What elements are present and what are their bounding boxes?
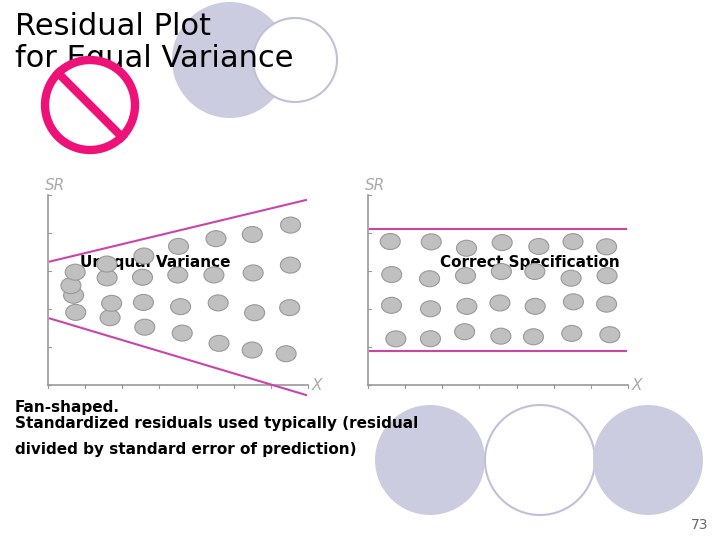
Ellipse shape	[168, 267, 188, 283]
Ellipse shape	[491, 328, 511, 344]
Ellipse shape	[562, 326, 582, 341]
Ellipse shape	[528, 239, 549, 254]
Ellipse shape	[382, 298, 402, 313]
Circle shape	[45, 60, 135, 150]
Ellipse shape	[208, 295, 228, 311]
Ellipse shape	[133, 294, 153, 310]
Ellipse shape	[597, 239, 616, 255]
Text: divided by standard error of prediction): divided by standard error of prediction)	[15, 442, 356, 457]
Text: X: X	[632, 377, 642, 393]
Circle shape	[485, 405, 595, 515]
Ellipse shape	[382, 267, 402, 282]
Ellipse shape	[242, 342, 262, 358]
Ellipse shape	[204, 267, 224, 283]
Ellipse shape	[132, 269, 153, 285]
Ellipse shape	[421, 234, 441, 250]
Ellipse shape	[279, 300, 300, 315]
Ellipse shape	[597, 268, 617, 284]
Ellipse shape	[206, 231, 226, 247]
Ellipse shape	[61, 278, 81, 294]
Text: Residual Plot: Residual Plot	[15, 12, 211, 41]
Ellipse shape	[525, 298, 545, 314]
Ellipse shape	[454, 323, 474, 340]
Ellipse shape	[243, 226, 262, 242]
Text: X: X	[312, 377, 323, 393]
Text: for Equal Variance: for Equal Variance	[15, 44, 294, 73]
Ellipse shape	[563, 234, 583, 249]
Text: 73: 73	[690, 518, 708, 532]
Ellipse shape	[456, 268, 475, 284]
Text: Standardized residuals used typically (residual: Standardized residuals used typically (r…	[15, 416, 418, 431]
Circle shape	[375, 405, 485, 515]
Ellipse shape	[100, 310, 120, 326]
Text: Unequal Variance: Unequal Variance	[80, 255, 230, 270]
Ellipse shape	[243, 265, 263, 281]
Ellipse shape	[171, 299, 191, 315]
Circle shape	[172, 2, 288, 118]
Ellipse shape	[97, 256, 117, 272]
Ellipse shape	[66, 264, 85, 280]
Ellipse shape	[564, 294, 583, 310]
Ellipse shape	[492, 234, 512, 251]
Ellipse shape	[63, 287, 84, 303]
Ellipse shape	[380, 233, 400, 249]
Text: SR: SR	[365, 178, 385, 193]
Ellipse shape	[66, 305, 86, 320]
Ellipse shape	[281, 217, 300, 233]
Ellipse shape	[490, 295, 510, 311]
Ellipse shape	[597, 296, 616, 312]
Ellipse shape	[280, 257, 300, 273]
Ellipse shape	[134, 248, 154, 264]
Ellipse shape	[209, 335, 229, 352]
Ellipse shape	[561, 270, 581, 286]
Ellipse shape	[420, 301, 441, 317]
Circle shape	[253, 18, 337, 102]
Circle shape	[593, 405, 703, 515]
Ellipse shape	[245, 305, 265, 321]
Ellipse shape	[97, 270, 117, 286]
Ellipse shape	[600, 327, 620, 343]
Ellipse shape	[491, 264, 511, 280]
Ellipse shape	[386, 331, 406, 347]
Text: Correct Specification: Correct Specification	[440, 255, 620, 270]
Ellipse shape	[523, 329, 544, 345]
Ellipse shape	[172, 325, 192, 341]
Ellipse shape	[456, 240, 477, 256]
Text: Fan-shaped.: Fan-shaped.	[15, 400, 120, 415]
Ellipse shape	[102, 295, 122, 312]
Ellipse shape	[525, 264, 545, 279]
Ellipse shape	[457, 299, 477, 314]
Ellipse shape	[420, 330, 441, 347]
Text: SR: SR	[45, 178, 66, 193]
Ellipse shape	[135, 319, 155, 335]
Ellipse shape	[420, 271, 439, 287]
Ellipse shape	[276, 346, 296, 362]
Ellipse shape	[168, 238, 189, 254]
